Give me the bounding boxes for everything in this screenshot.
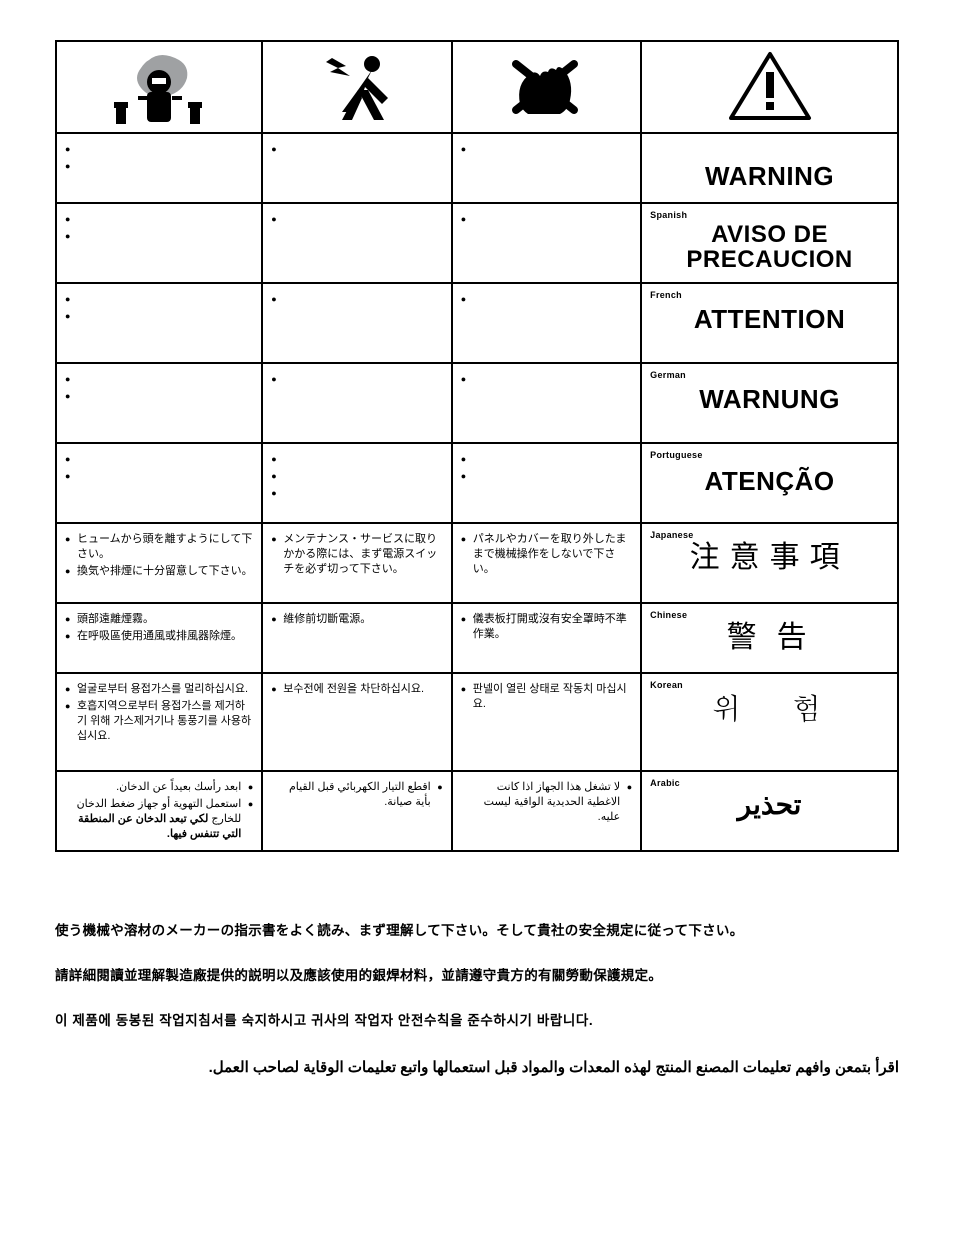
cell-panel-ar: لا تشغل هذا الجهاز اذا كانت الاغطية الحد… [452, 771, 641, 851]
cell-panel-kr: 판넬이 열린 상태로 작동치 마십시요. [452, 673, 641, 771]
cell-shock-es [262, 203, 451, 283]
footer-arabic: اقرأ بتمعن وافهم تعليمات المصنع المنتج ل… [55, 1057, 899, 1078]
cell-panel-de [452, 363, 641, 443]
no-hands-panel-icon [496, 48, 596, 126]
cell-warn-es: Spanish AVISO DE PRECAUCION [641, 203, 898, 283]
warning-word-german: WARNUNG [650, 386, 889, 413]
lang-label-spanish: Spanish [650, 210, 889, 220]
cn-fumes-2: 在呼吸區使用通風或排風器除煙。 [65, 629, 253, 644]
cell-warn-kr: Korean 위 험 [641, 673, 898, 771]
lang-label-german: German [650, 370, 889, 380]
warning-word-french: ATTENTION [650, 306, 889, 333]
jp-fumes-2: 換気や排煙に十分留意して下さい。 [65, 564, 253, 579]
footer-notes: 使う機械や溶材のメーカーの指示書をよく読み、まず理解して下さい。そして貴社の安全… [55, 922, 899, 1078]
panel-icon-cell [452, 41, 641, 133]
kr-panel-1: 판넬이 열린 상태로 작동치 마십시요. [461, 682, 632, 712]
cell-shock-jp: メンテナンス・サービスに取りかかる際には、まず電源スイッチを必ず切って下さい。 [262, 523, 451, 603]
cell-shock-pt [262, 443, 451, 523]
row-spanish: Spanish AVISO DE PRECAUCION [56, 203, 898, 283]
lang-label-japanese: Japanese [650, 530, 889, 540]
footer-korean: 이 제품에 동봉된 작업지침서를 숙지하시고 귀사의 작업자 안전수칙을 준수하… [55, 1012, 899, 1031]
cell-panel-en [452, 133, 641, 203]
cell-shock-de [262, 363, 451, 443]
row-korean: 얼굴로부터 용접가스를 멀리하십시요. 호흡지역으로부터 용접가스를 제거하기 … [56, 673, 898, 771]
cell-shock-en [262, 133, 451, 203]
lang-label-arabic: Arabic [650, 778, 889, 788]
footer-japanese: 使う機械や溶材のメーカーの指示書をよく読み、まず理解して下さい。そして貴社の安全… [55, 922, 899, 941]
cell-panel-jp: パネルやカバーを取り外したままで機械操作をしないで下さい。 [452, 523, 641, 603]
row-portuguese: Portuguese ATENÇÃO [56, 443, 898, 523]
ar-fumes-1: ابعد رأسك بعيداً عن الدخان. [65, 780, 253, 795]
fumes-icon-cell [56, 41, 262, 133]
cell-shock-fr [262, 283, 451, 363]
cell-fumes-jp: ヒュームから頭を離すようにして下さい。 換気や排煙に十分留意して下さい。 [56, 523, 262, 603]
cell-warn-de: German WARNUNG [641, 363, 898, 443]
cn-fumes-1: 頭部遠離煙霧。 [65, 612, 253, 627]
kr-fumes-1: 얼굴로부터 용접가스를 멀리하십시요. [65, 682, 253, 697]
lang-label-french: French [650, 290, 889, 300]
cell-warn-fr: French ATTENTION [641, 283, 898, 363]
cell-warn-jp: Japanese 注意事項 [641, 523, 898, 603]
warning-word-spanish: AVISO DE PRECAUCION [650, 222, 889, 272]
cell-fumes-en [56, 133, 262, 203]
cell-panel-es [452, 203, 641, 283]
cell-fumes-cn: 頭部遠離煙霧。 在呼吸區使用通風或排風器除煙。 [56, 603, 262, 673]
cell-fumes-ar: ابعد رأسك بعيداً عن الدخان. استعمل التهو… [56, 771, 262, 851]
ar-shock-1: اقطع التيار الكهربائي قبل القيام بأية صي… [271, 780, 442, 810]
cell-shock-cn: 維修前切斷電源。 [262, 603, 451, 673]
electric-shock-icon [302, 48, 412, 126]
cell-fumes-pt [56, 443, 262, 523]
warning-triangle-icon [725, 48, 815, 126]
shock-icon-cell [262, 41, 451, 133]
jp-fumes-1: ヒュームから頭を離すようにして下さい。 [65, 532, 253, 562]
ar-fumes-2: استعمل التهوية أو جهاز ضغط الدخان للخارج… [65, 797, 253, 842]
safety-warning-page: WARNING Spanish AVISO DE PRECAUCION Fren… [0, 0, 954, 1144]
cell-fumes-fr [56, 283, 262, 363]
lang-label-chinese: Chinese [650, 610, 889, 620]
row-french: French ATTENTION [56, 283, 898, 363]
cell-warn-en: WARNING [641, 133, 898, 203]
cn-shock-1: 維修前切斷電源。 [271, 612, 442, 627]
row-german: German WARNUNG [56, 363, 898, 443]
jp-shock-1: メンテナンス・サービスに取りかかる際には、まず電源スイッチを必ず切って下さい。 [271, 532, 442, 577]
row-english: WARNING [56, 133, 898, 203]
warning-word-arabic: تحذير [650, 790, 889, 819]
cell-fumes-kr: 얼굴로부터 용접가스를 멀리하십시요. 호흡지역으로부터 용접가스를 제거하기 … [56, 673, 262, 771]
footer-chinese: 請詳細閱讀並理解製造廠提供的説明以及應該使用的銀焊材料，並請遵守貴方的有關勞動保… [55, 967, 899, 986]
cell-warn-pt: Portuguese ATENÇÃO [641, 443, 898, 523]
cn-panel-1: 儀表板打開或沒有安全罩時不準作業。 [461, 612, 632, 642]
row-chinese: 頭部遠離煙霧。 在呼吸區使用通風或排風器除煙。 維修前切斷電源。 儀表板打開或沒… [56, 603, 898, 673]
warning-word-korean: 위 험 [650, 692, 889, 724]
row-arabic: ابعد رأسك بعيداً عن الدخان. استعمل التهو… [56, 771, 898, 851]
cell-shock-ar: اقطع التيار الكهربائي قبل القيام بأية صي… [262, 771, 451, 851]
warning-word-english: WARNING [650, 163, 889, 190]
cell-warn-ar: Arabic تحذير [641, 771, 898, 851]
cell-warn-cn: Chinese 警告 [641, 603, 898, 673]
warning-icon-cell [641, 41, 898, 133]
warning-word-chinese: 警告 [650, 622, 889, 654]
row-japanese: ヒュームから頭を離すようにして下さい。 換気や排煙に十分留意して下さい。 メンテ… [56, 523, 898, 603]
warning-word-japanese: 注意事項 [650, 542, 889, 574]
warning-word-portuguese: ATENÇÃO [650, 468, 889, 495]
kr-shock-1: 보수전에 전원을 차단하십시요. [271, 682, 442, 697]
icon-row [56, 41, 898, 133]
jp-panel-1: パネルやカバーを取り外したままで機械操作をしないで下さい。 [461, 532, 632, 577]
ar-panel-1: لا تشغل هذا الجهاز اذا كانت الاغطية الحد… [461, 780, 632, 825]
cell-panel-pt [452, 443, 641, 523]
cell-panel-fr [452, 283, 641, 363]
fumes-hazard-icon [94, 48, 224, 126]
warning-table: WARNING Spanish AVISO DE PRECAUCION Fren… [55, 40, 899, 852]
cell-panel-cn: 儀表板打開或沒有安全罩時不準作業。 [452, 603, 641, 673]
cell-shock-kr: 보수전에 전원을 차단하십시요. [262, 673, 451, 771]
cell-fumes-de [56, 363, 262, 443]
lang-label-portuguese: Portuguese [650, 450, 889, 460]
kr-fumes-2: 호흡지역으로부터 용접가스를 제거하기 위해 가스제거기나 통풍기를 사용하십시… [65, 699, 253, 744]
cell-fumes-es [56, 203, 262, 283]
